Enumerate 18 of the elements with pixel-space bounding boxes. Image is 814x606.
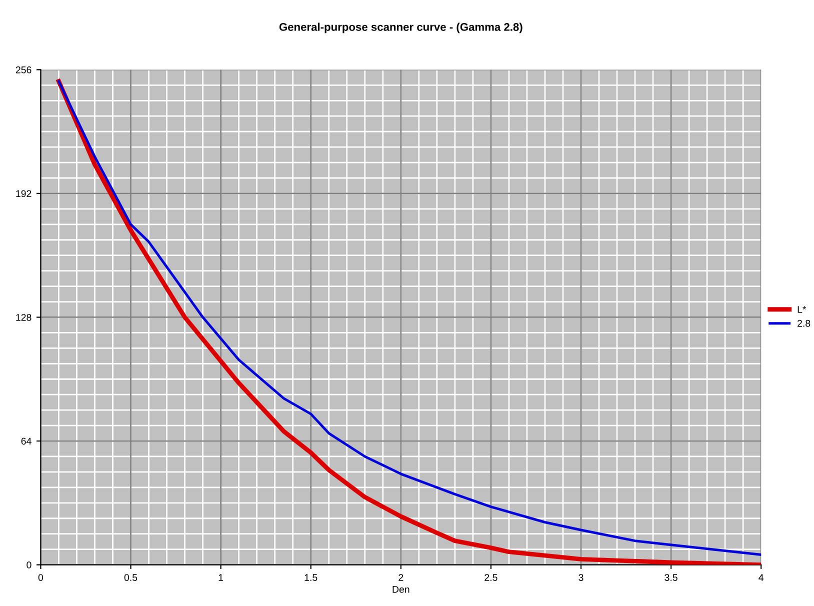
- legend-label: 2.8: [798, 320, 810, 327]
- chart-title: General-purpose scanner curve - (Gamma 2.8): [279, 22, 522, 34]
- x-tick-label: 1.5: [304, 574, 318, 581]
- x-tick-label: 0: [38, 574, 44, 581]
- y-tick-label: 0: [26, 562, 32, 568]
- y-tick-label: 256: [16, 66, 32, 74]
- x-tick-label: 4: [758, 574, 764, 581]
- x-tick-label: 2.5: [484, 574, 498, 581]
- legend-label: L*: [798, 306, 806, 313]
- y-tick-label: 192: [16, 190, 32, 198]
- x-tick-label: 1: [218, 574, 224, 581]
- x-tick-label: 2: [398, 574, 404, 581]
- x-axis-title: Den: [392, 586, 410, 593]
- x-tick-label: 3: [578, 574, 584, 581]
- y-tick-label: 64: [21, 438, 32, 445]
- x-tick-label: 3.5: [664, 574, 678, 581]
- x-tick-label: 0.5: [124, 574, 138, 581]
- y-tick-label: 128: [16, 314, 32, 321]
